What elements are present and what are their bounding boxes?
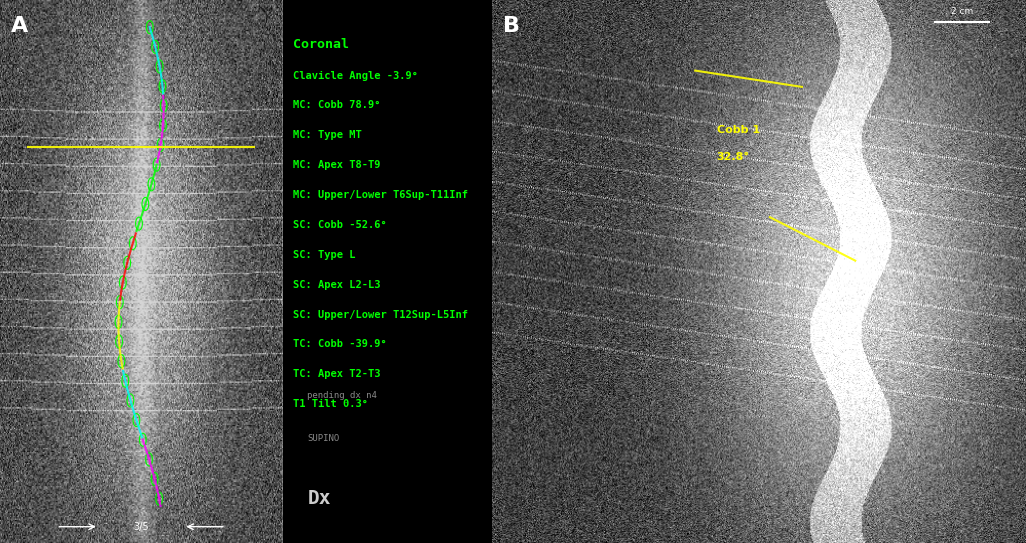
Text: T1 Tilt 0.3°: T1 Tilt 0.3°	[292, 399, 367, 409]
Text: MC: Cobb 78.9°: MC: Cobb 78.9°	[292, 100, 381, 110]
Text: SC: Upper/Lower T12Sup-L5Inf: SC: Upper/Lower T12Sup-L5Inf	[292, 310, 468, 319]
Text: B: B	[503, 16, 520, 36]
Text: MC: Apex T8-T9: MC: Apex T8-T9	[292, 160, 381, 170]
Text: MC: Type MT: MC: Type MT	[292, 130, 361, 140]
Text: 32.8°: 32.8°	[716, 152, 750, 162]
Text: SC: Type L: SC: Type L	[292, 250, 355, 260]
Text: A: A	[11, 16, 29, 36]
Text: SUPINO: SUPINO	[308, 434, 340, 444]
Text: SC: Cobb -52.6°: SC: Cobb -52.6°	[292, 220, 387, 230]
Text: Clavicle Angle -3.9°: Clavicle Angle -3.9°	[292, 71, 418, 80]
Text: pending dx n4: pending dx n4	[308, 391, 378, 400]
Text: TC: Cobb -39.9°: TC: Cobb -39.9°	[292, 339, 387, 349]
Text: 3/5: 3/5	[133, 522, 149, 532]
Text: Cobb 1: Cobb 1	[716, 125, 759, 135]
Text: Coronal: Coronal	[292, 38, 349, 51]
Text: Dx: Dx	[308, 489, 331, 508]
Text: MC: Upper/Lower T6Sup-T11Inf: MC: Upper/Lower T6Sup-T11Inf	[292, 190, 468, 200]
Text: 2 cm: 2 cm	[951, 7, 973, 16]
Text: TC: Apex T2-T3: TC: Apex T2-T3	[292, 369, 381, 379]
Text: SC: Apex L2-L3: SC: Apex L2-L3	[292, 280, 381, 289]
